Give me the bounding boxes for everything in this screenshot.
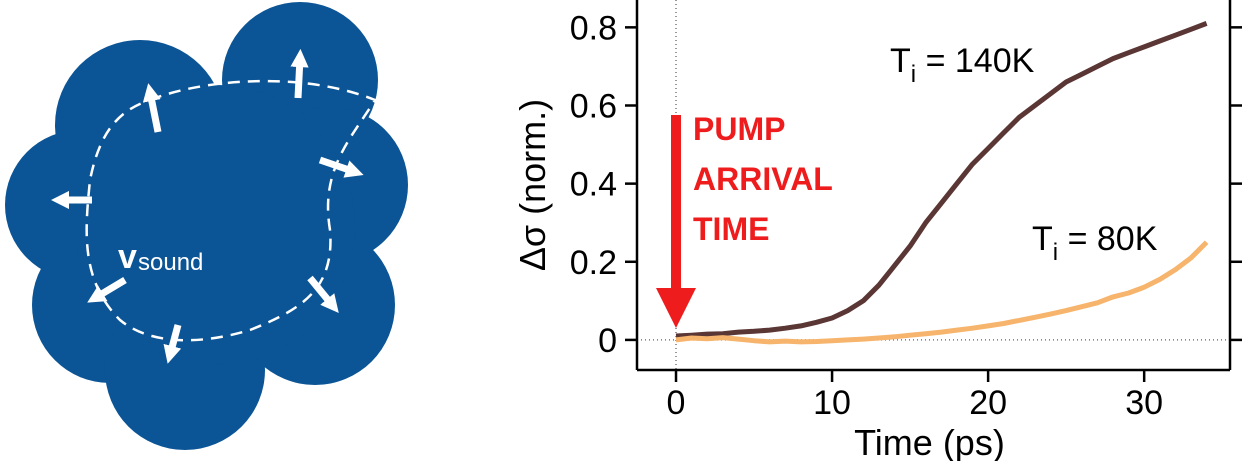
pump-arrow-shaft: [671, 115, 682, 290]
y-axis-label: Δσ (norm.): [512, 99, 553, 271]
y-tick-label: 0.4: [570, 166, 617, 204]
diagram: v sound: [5, 2, 408, 450]
series-line: [675, 21, 1208, 339]
series-label: Ti = 140K: [890, 42, 1035, 88]
arrows: [50, 48, 364, 364]
y-tick-label: 0: [598, 322, 617, 360]
y-tick-label: 0.2: [570, 244, 617, 282]
label-sub: i: [911, 61, 916, 88]
series-line: [675, 240, 1209, 345]
x-tick-label: 30: [1125, 384, 1163, 422]
pump-label: PUMP: [693, 111, 785, 147]
label-rest: = 80K: [1058, 220, 1158, 258]
label-main: T: [1032, 220, 1053, 258]
x-tick-label: 10: [813, 384, 851, 422]
label-sub: i: [1053, 239, 1058, 266]
pump-arrow-head: [656, 288, 697, 328]
x-tick-label: 0: [667, 384, 686, 422]
label-rest: = 140K: [916, 42, 1034, 80]
velocity-label: v: [118, 238, 137, 276]
blob: [5, 2, 408, 450]
chart: 0 0.2 0.4 0.6 0.8 0 10 20 30 Time (ps) Δσ (norm.) T…: [512, 0, 1242, 461]
series-label: Ti = 80K: [1032, 220, 1158, 266]
x-tick-label: 20: [969, 384, 1007, 422]
velocity-subscript: sound: [138, 249, 203, 276]
pump-label: ARRIVAL: [693, 161, 833, 197]
y-tick-label: 0.6: [570, 87, 617, 125]
dashed-path: [85, 79, 377, 342]
pump-label: TIME: [693, 211, 769, 247]
label-main: T: [890, 42, 911, 80]
x-axis-label: Time (ps): [854, 422, 1005, 461]
y-tick-label: 0.8: [570, 9, 617, 47]
